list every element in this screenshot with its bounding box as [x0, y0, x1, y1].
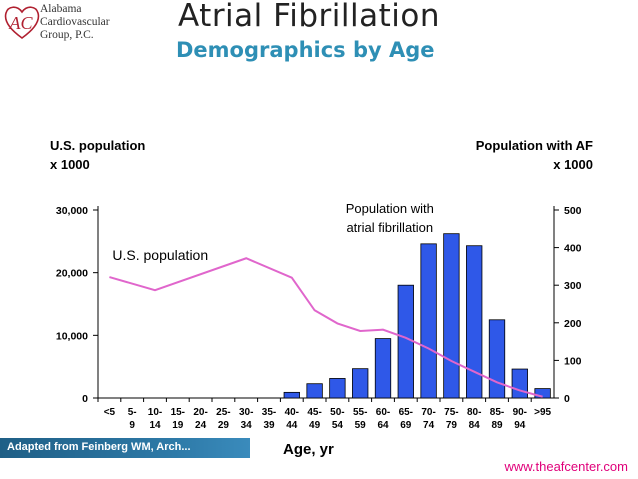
af-bar [443, 233, 460, 399]
x-tick-label-line-2: 29 [218, 420, 230, 431]
x-tick-label-line-2: 89 [491, 420, 503, 431]
right-axis-tick-label: 300 [564, 280, 582, 292]
x-tick-label-line-1: 85- [490, 407, 504, 418]
x-tick-label-line-2: 14 [149, 420, 161, 431]
x-tick-label-line-1: 35- [262, 407, 276, 418]
page-title: Atrial Fibrillation [178, 0, 440, 34]
x-tick-label-line-2: 34 [241, 420, 253, 431]
left-axis-title: U.S. population x 1000 [50, 136, 145, 174]
company-logo: AC Alabama Cardiovascular Group, P.C. [2, 2, 122, 44]
source-banner [0, 438, 250, 458]
x-tick-label-line-1: 45- [307, 407, 321, 418]
logo-line-1: Alabama [40, 3, 82, 15]
right-axis-title-line-1: Population with AF [475, 138, 593, 153]
af-bar [397, 284, 414, 399]
left-axis-tick-label: 10,000 [56, 330, 88, 342]
x-tick-label-line-2: 54 [332, 420, 344, 431]
right-axis-tick-label: 400 [564, 243, 582, 255]
right-axis-tick-label: 500 [564, 205, 582, 217]
logo-text: Alabama Cardiovascular Group, P.C. [40, 3, 110, 42]
af-bar [329, 378, 346, 399]
heart-logo-icon: AC [4, 6, 40, 39]
x-tick-label-line-1: 10- [148, 407, 162, 418]
x-tick-label-line-1: 50- [330, 407, 344, 418]
x-tick-label-line-2: 74 [423, 420, 435, 431]
af-bar [420, 243, 437, 399]
right-axis-tick-label: 200 [564, 318, 582, 330]
x-tick-label-line-2: 44 [286, 420, 298, 431]
af-bar [374, 338, 392, 399]
af-bar [352, 368, 369, 399]
af-bar [534, 388, 551, 399]
x-tick-label-line-2: 64 [377, 420, 389, 431]
x-tick-label-line-2: 49 [309, 420, 321, 431]
x-tick-label-line-2: 24 [195, 420, 207, 431]
left-axis-title-line-2: x 1000 [50, 157, 90, 172]
x-tick-label-line-1: 55- [353, 407, 367, 418]
left-axis-tick-label: 20,000 [56, 268, 88, 280]
af-bar [511, 368, 528, 399]
x-tick-label-line-2: 9 [129, 420, 135, 431]
us-population-line [109, 257, 543, 398]
right-axis-title: Population with AF x 1000 [476, 136, 593, 174]
logo-line-2: Cardiovascular [40, 16, 110, 28]
x-tick-label-line-1: 15- [171, 407, 185, 418]
logo-mark-text: AC [8, 13, 33, 33]
x-tick-label-line-2: 94 [514, 420, 526, 431]
logo-line-3: Group, P.C. [40, 29, 94, 41]
right-axis-tick-label: 100 [564, 355, 582, 367]
x-tick-label-line-2: 19 [172, 420, 184, 431]
right-axis-title-line-2: x 1000 [553, 157, 593, 172]
x-tick-label-line-1: 75- [444, 407, 458, 418]
x-tick-label-line-1: 5- [128, 407, 137, 418]
x-tick-label-line-2: 59 [355, 420, 367, 431]
x-tick-label-line-1: <5 [104, 407, 116, 418]
left-axis-tick-label: 30,000 [56, 205, 88, 217]
website-link[interactable]: www.theafcenter.com [504, 459, 628, 474]
x-tick-label-line-1: 90- [513, 407, 527, 418]
x-tick-label-line-1: 40- [285, 407, 299, 418]
x-tick-label-line-1: 25- [216, 407, 230, 418]
x-axis-title: Age, yr [283, 441, 334, 458]
right-axis-tick-label: 0 [564, 393, 570, 405]
af-series-label-line-1: Population with [346, 201, 434, 216]
x-tick-label-line-1: 80- [467, 407, 481, 418]
source-citation: Adapted from Feinberg WM, Arch... [7, 441, 191, 453]
af-bar [488, 319, 506, 399]
page-subtitle: Demographics by Age [176, 38, 435, 62]
x-tick-label-line-1: >95 [534, 407, 551, 418]
x-tick-label-line-1: 60- [376, 407, 390, 418]
x-tick-label-line-1: 20- [193, 407, 207, 418]
x-tick-label-line-2: 84 [469, 420, 481, 431]
x-tick-label-line-1: 70- [421, 407, 435, 418]
af-bar [283, 391, 300, 399]
x-tick-label-line-2: 79 [446, 420, 458, 431]
x-tick-label-line-2: 39 [263, 420, 275, 431]
af-bar [466, 245, 483, 399]
us-population-series-label: U.S. population [112, 247, 208, 263]
left-axis-title-line-1: U.S. population [50, 138, 146, 153]
x-tick-label-line-1: 65- [399, 407, 413, 418]
af-series-label-line-2: atrial fibrillation [346, 220, 433, 235]
left-axis-tick-label: 0 [82, 393, 88, 405]
af-bar [306, 383, 323, 399]
x-tick-label-line-1: 30- [239, 407, 253, 418]
x-tick-label-line-2: 69 [400, 420, 412, 431]
